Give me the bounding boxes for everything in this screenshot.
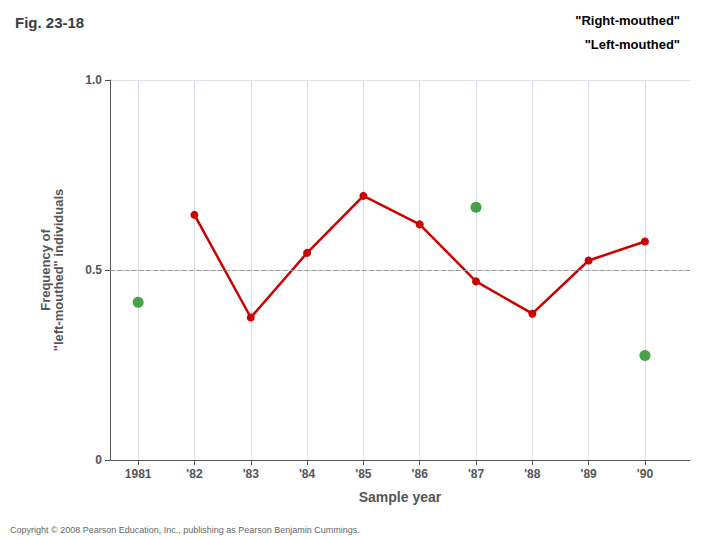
svg-text:'86: '86 — [412, 467, 429, 481]
svg-text:'87: '87 — [468, 467, 485, 481]
svg-text:1.0: 1.0 — [85, 73, 102, 87]
svg-text:'89: '89 — [581, 467, 598, 481]
svg-text:'83: '83 — [243, 467, 260, 481]
svg-text:'82: '82 — [186, 467, 203, 481]
svg-text:1981: 1981 — [125, 467, 152, 481]
svg-text:'84: '84 — [299, 467, 316, 481]
svg-text:Frequency of: Frequency of — [38, 229, 53, 311]
svg-text:"Left-mouthed": "Left-mouthed" — [585, 37, 680, 52]
svg-text:'90: '90 — [637, 467, 654, 481]
svg-text:Copyright © 2008 Pearson Educa: Copyright © 2008 Pearson Education, Inc.… — [10, 525, 360, 535]
svg-text:Fig. 23-18: Fig. 23-18 — [15, 14, 84, 31]
svg-text:'85: '85 — [355, 467, 372, 481]
svg-text:"left-mouthed" individuals: "left-mouthed" individuals — [51, 189, 66, 352]
svg-text:"Right-mouthed": "Right-mouthed" — [575, 13, 680, 28]
svg-text:Sample year: Sample year — [359, 489, 442, 505]
svg-text:'88: '88 — [524, 467, 541, 481]
svg-text:0.5: 0.5 — [85, 263, 102, 277]
svg-text:0: 0 — [95, 453, 102, 467]
